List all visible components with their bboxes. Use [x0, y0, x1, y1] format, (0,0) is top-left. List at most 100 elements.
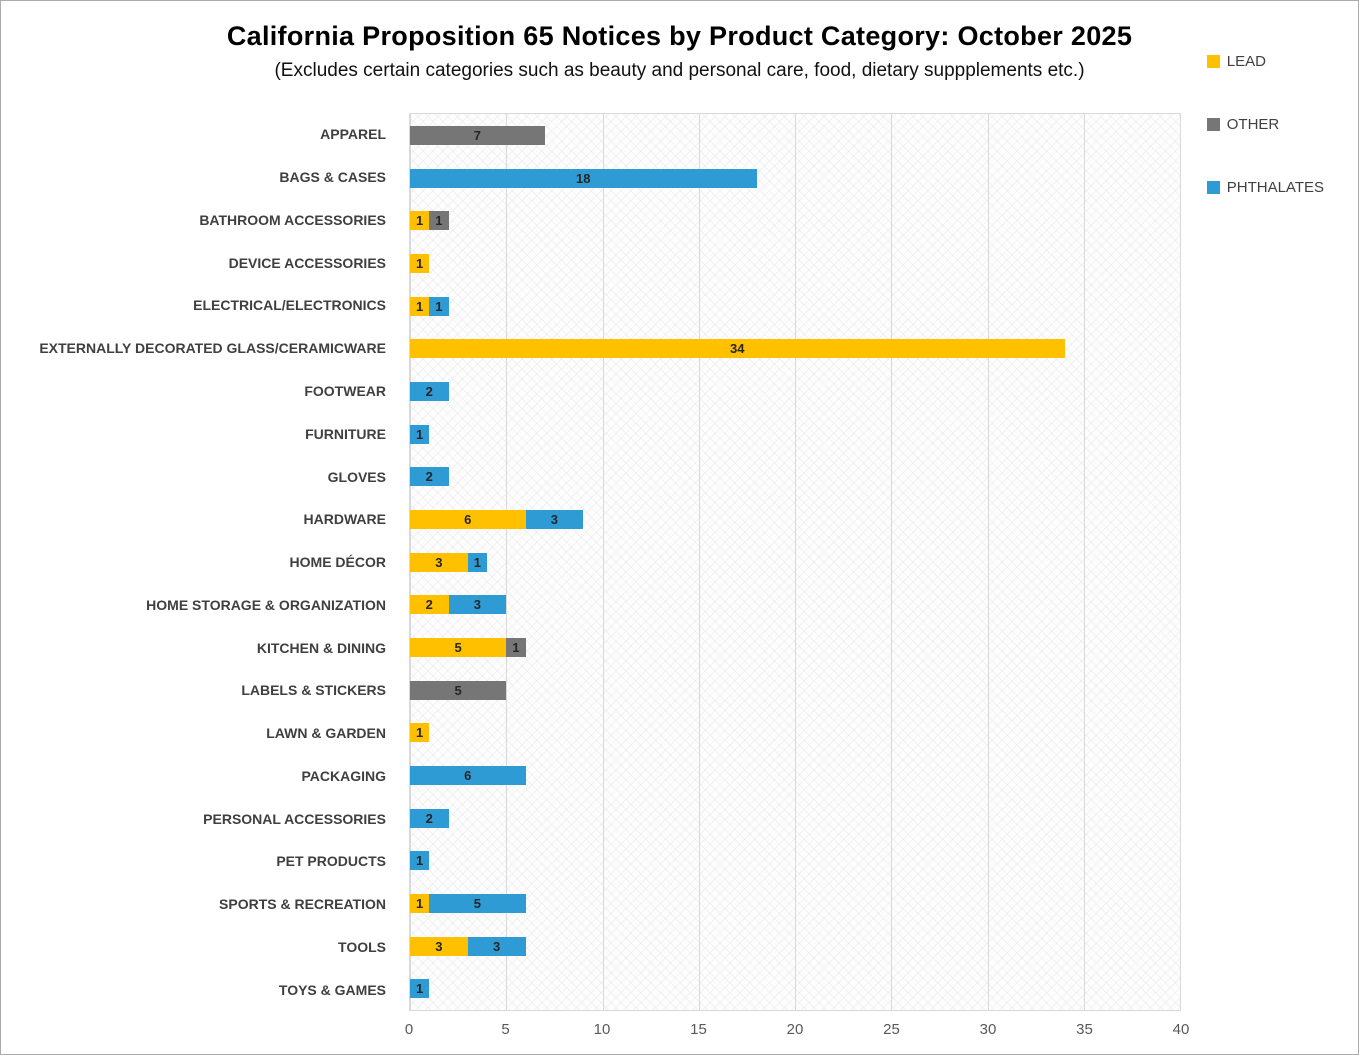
category-label: DEVICE ACCESSORIES	[228, 254, 386, 271]
category-label: HARDWARE	[303, 511, 386, 528]
legend-item-phthalates[interactable]: PHTHALATES	[1206, 179, 1324, 196]
bar-segment-phthalates[interactable]: 6	[410, 765, 526, 785]
bar-segment-other[interactable]: 1	[506, 637, 526, 657]
bar-value-label: 3	[550, 511, 558, 527]
bar-segment-other[interactable]: 5	[410, 680, 507, 700]
gridline	[602, 114, 604, 1010]
bar-segment-phthalates[interactable]: 1	[429, 296, 449, 316]
bar-value-label: 5	[454, 639, 462, 655]
x-tick-label: 30	[979, 1021, 997, 1038]
category-label: ELECTRICAL/ELECTRONICS	[193, 297, 386, 314]
category-label: FOOTWEAR	[304, 382, 386, 399]
legend-item-lead[interactable]: LEAD	[1206, 53, 1324, 70]
bar-row: 1	[410, 967, 1180, 1010]
category-label: TOYS & GAMES	[278, 981, 386, 998]
bar-segment-phthalates[interactable]: 5	[429, 893, 526, 913]
bar-row: 5	[410, 669, 1180, 712]
category-label: TOOLS	[338, 938, 386, 955]
bar-track: 2	[410, 467, 1180, 487]
bar-row: 6	[410, 754, 1180, 797]
bar-segment-phthalates[interactable]: 3	[448, 595, 507, 615]
gridline	[795, 114, 796, 1010]
bar-segment-lead[interactable]: 1	[410, 723, 430, 743]
bar-value-label: 1	[416, 981, 424, 997]
chart-title: California Proposition 65 Notices by Pro…	[226, 21, 1133, 51]
bar-row: 1	[410, 242, 1180, 285]
bar-value-label: 2	[425, 597, 433, 613]
bar-row: 1	[410, 839, 1180, 882]
legend-label: LEAD	[1226, 53, 1266, 70]
bar-segment-phthalates[interactable]: 1	[410, 424, 430, 444]
x-tick-label: 40	[1172, 1021, 1190, 1038]
bar-track: 1	[410, 979, 1180, 999]
bar-value-label: 1	[416, 255, 424, 271]
gridline	[698, 114, 700, 1010]
bar-segment-lead[interactable]: 1	[410, 296, 430, 316]
bar-segment-lead[interactable]: 2	[410, 595, 449, 615]
bar-segment-lead[interactable]: 3	[410, 552, 468, 572]
bar-value-label: 1	[416, 895, 424, 911]
bar-segment-lead[interactable]: 5	[410, 637, 507, 657]
rows: 7 18 1 1 1 1 1 34 2 1 2 6 3 3 1 2 3 5 1 5 1 6 2 1 1 5 3 3 1	[410, 114, 1180, 1010]
category-label: GLOVES	[327, 468, 386, 485]
bar-segment-phthalates[interactable]: 2	[410, 808, 449, 828]
bar-value-label: 2	[425, 810, 433, 826]
bar-value-label: 1	[435, 213, 443, 229]
category-label: PET PRODUCTS	[276, 853, 386, 870]
category-label: LAWN & GARDEN	[266, 725, 386, 742]
bar-track: 2	[410, 381, 1180, 401]
x-tick-label: 25	[883, 1021, 900, 1038]
x-tick-label: 0	[404, 1021, 414, 1038]
bar-value-label: 1	[435, 298, 443, 314]
bar-segment-lead[interactable]: 34	[410, 339, 1065, 359]
bar-value-label: 18	[576, 170, 591, 186]
bar-value-label: 1	[512, 639, 520, 655]
bar-value-label: 2	[425, 383, 433, 399]
bar-segment-lead[interactable]: 1	[410, 253, 430, 273]
bar-value-label: 1	[416, 853, 424, 869]
bar-segment-other[interactable]: 7	[410, 125, 545, 145]
bar-track: 34	[410, 339, 1180, 359]
bar-segment-phthalates[interactable]: 1	[410, 979, 430, 999]
bar-segment-lead[interactable]: 3	[410, 936, 468, 956]
bar-segment-lead[interactable]: 6	[410, 509, 526, 529]
bar-segment-phthalates[interactable]: 2	[410, 381, 449, 401]
bar-segment-phthalates[interactable]: 3	[525, 509, 584, 529]
x-tick-label: 35	[1076, 1021, 1093, 1038]
plot-area: 7 18 1 1 1 1 1 34 2 1 2 6 3 3 1 2 3 5 1 5 1 6 2 1 1 5 3 3 1	[409, 113, 1181, 1011]
bar-segment-phthalates[interactable]: 3	[467, 936, 526, 956]
bar-value-label: 1	[416, 298, 424, 314]
bar-segment-phthalates[interactable]: 1	[467, 552, 487, 572]
bar-segment-phthalates[interactable]: 1	[410, 851, 430, 871]
chart-subtitle: (Excludes certain categories such as bea…	[274, 60, 1085, 81]
bar-value-label: 1	[416, 725, 424, 741]
bar-row: 7	[410, 114, 1180, 157]
bar-segment-lead[interactable]: 1	[410, 211, 430, 231]
x-tick-label: 15	[690, 1021, 707, 1038]
bar-segment-other[interactable]: 1	[429, 211, 449, 231]
bar-value-label: 1	[473, 554, 481, 570]
bar-value-label: 6	[464, 767, 472, 783]
category-label: HOME DÉCOR	[289, 554, 386, 571]
bar-value-label: 5	[454, 682, 462, 698]
bar-segment-phthalates[interactable]: 18	[410, 168, 757, 188]
x-tick-label: 5	[501, 1021, 510, 1038]
x-axis: 0 5 10 15 20 25 30 35 40	[405, 1017, 1190, 1045]
legend-item-other[interactable]: OTHER	[1206, 116, 1324, 133]
bar-track: 5	[410, 680, 1180, 700]
bar-row: 2	[410, 455, 1180, 498]
category-label: APPAREL	[320, 126, 386, 143]
bar-value-label: 1	[416, 213, 424, 229]
bar-segment-phthalates[interactable]: 2	[410, 467, 449, 487]
bar-segment-lead[interactable]: 1	[410, 893, 430, 913]
gridline	[987, 114, 989, 1010]
bar-value-label: 6	[464, 511, 472, 527]
